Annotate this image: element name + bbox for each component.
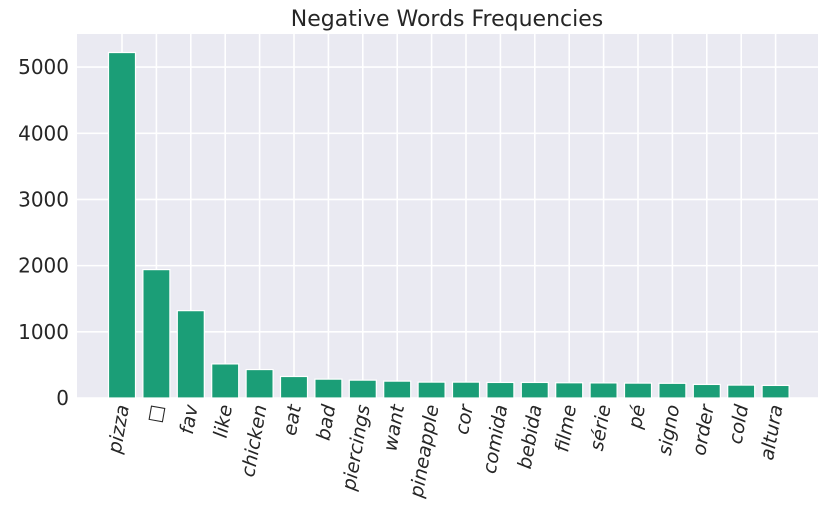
y-tick-label: 0 <box>56 386 69 410</box>
x-tick-label: want <box>379 402 409 453</box>
x-tick-label: pineapple <box>405 403 443 500</box>
x-tick-label: altura <box>756 403 787 462</box>
x-tick-label: bad <box>312 402 340 442</box>
x-tick-label: eat <box>279 402 306 438</box>
bar-17 <box>692 383 721 399</box>
y-axis: 0 1000 2000 3000 4000 5000 <box>18 55 69 410</box>
x-tick-label: like <box>210 403 237 440</box>
bar-5 <box>279 375 309 399</box>
y-tick-label: 1000 <box>18 320 69 344</box>
x-tick-label: série <box>586 403 616 452</box>
bar-7 <box>348 379 377 399</box>
bar-4 <box>245 368 274 399</box>
y-tick-label: 2000 <box>18 254 69 278</box>
bar-18 <box>727 384 756 399</box>
x-tick-label: chicken <box>237 403 271 479</box>
bar-8 <box>383 380 412 399</box>
chart-title: Negative Words Frequencies <box>291 7 603 32</box>
bar-15 <box>623 382 653 399</box>
x-tick-label: □ <box>144 403 169 425</box>
y-tick-label: 5000 <box>18 55 69 79</box>
bar-0 <box>107 51 137 399</box>
bar-14 <box>589 382 618 399</box>
bar-9 <box>417 381 446 399</box>
x-tick-label: bebida <box>514 403 547 471</box>
grid-lines <box>77 34 818 399</box>
x-tick-label: order <box>688 402 719 457</box>
bar-2 <box>176 310 205 399</box>
bar-11 <box>486 381 515 399</box>
bar-1 <box>142 269 171 399</box>
bar-13 <box>555 382 584 399</box>
x-tick-label: pé <box>624 403 650 431</box>
x-tick-label: comida <box>479 403 513 475</box>
x-tick-label: fav <box>176 402 203 436</box>
bar-6 <box>314 378 343 399</box>
y-tick-label: 3000 <box>18 187 69 211</box>
x-tick-label: cold <box>725 402 754 446</box>
x-tick-label: piercings <box>338 403 375 493</box>
bar-12 <box>520 381 549 399</box>
y-tick-label: 4000 <box>18 121 69 145</box>
bars <box>107 51 790 399</box>
bar-10 <box>451 381 481 399</box>
bar-3 <box>211 363 240 399</box>
x-tick-label: cor <box>451 402 478 436</box>
x-tick-label: filme <box>551 403 581 454</box>
x-tick-label: signo <box>654 403 685 457</box>
x-tick-label: pizza <box>104 403 134 456</box>
bar-19 <box>761 384 790 399</box>
bar-16 <box>658 382 687 399</box>
